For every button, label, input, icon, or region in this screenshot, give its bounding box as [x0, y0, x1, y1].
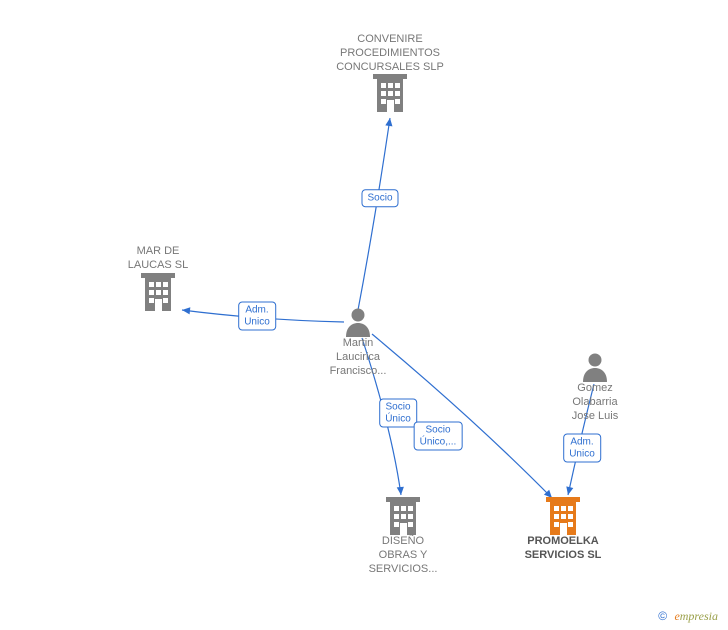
node-label: DISEÑO OBRAS Y SERVICIOS... — [353, 535, 453, 576]
person-icon — [550, 352, 640, 382]
node-convenire[interactable]: CONVENIRE PROCEDIMIENTOS CONCURSALES SLP — [320, 33, 460, 112]
node-label: CONVENIRE PROCEDIMIENTOS CONCURSALES SLP — [320, 33, 460, 74]
arrowhead-icon — [564, 486, 573, 495]
edge-label: Adm. Unico — [238, 302, 276, 331]
node-label: Martin Laucirica Francisco... — [313, 337, 403, 378]
edge-label: Adm. Unico — [563, 434, 601, 463]
copyright-symbol: © — [658, 609, 667, 623]
node-martin[interactable]: Martin Laucirica Francisco... — [313, 307, 403, 378]
person-icon — [313, 307, 403, 337]
building-icon — [503, 497, 623, 535]
node-label: MAR DE LAUCAS SL — [113, 245, 203, 273]
brand-rest: mpresia — [680, 609, 718, 623]
building-icon — [320, 74, 460, 112]
diagram-canvas: CONVENIRE PROCEDIMIENTOS CONCURSALES SLP… — [0, 0, 728, 630]
edge-path — [358, 118, 390, 310]
edge-label: Socio Único,... — [414, 422, 463, 451]
building-icon — [113, 273, 203, 311]
arrowhead-icon — [397, 487, 405, 496]
node-mar_de_laucas[interactable]: MAR DE LAUCAS SL — [113, 245, 203, 311]
arrowhead-icon — [385, 117, 393, 126]
edge-label: Socio — [361, 189, 398, 207]
edge-label: Socio Único — [379, 399, 417, 428]
node-diseno_obras[interactable]: DISEÑO OBRAS Y SERVICIOS... — [353, 497, 453, 576]
attribution: © empresia — [658, 609, 718, 624]
node-promoelka[interactable]: PROMOELKA SERVICIOS SL — [503, 497, 623, 563]
node-label: Gomez Olabarria Jose Luis — [550, 382, 640, 423]
node-label: PROMOELKA SERVICIOS SL — [503, 535, 623, 563]
building-icon — [353, 497, 453, 535]
node-gomez[interactable]: Gomez Olabarria Jose Luis — [550, 352, 640, 423]
